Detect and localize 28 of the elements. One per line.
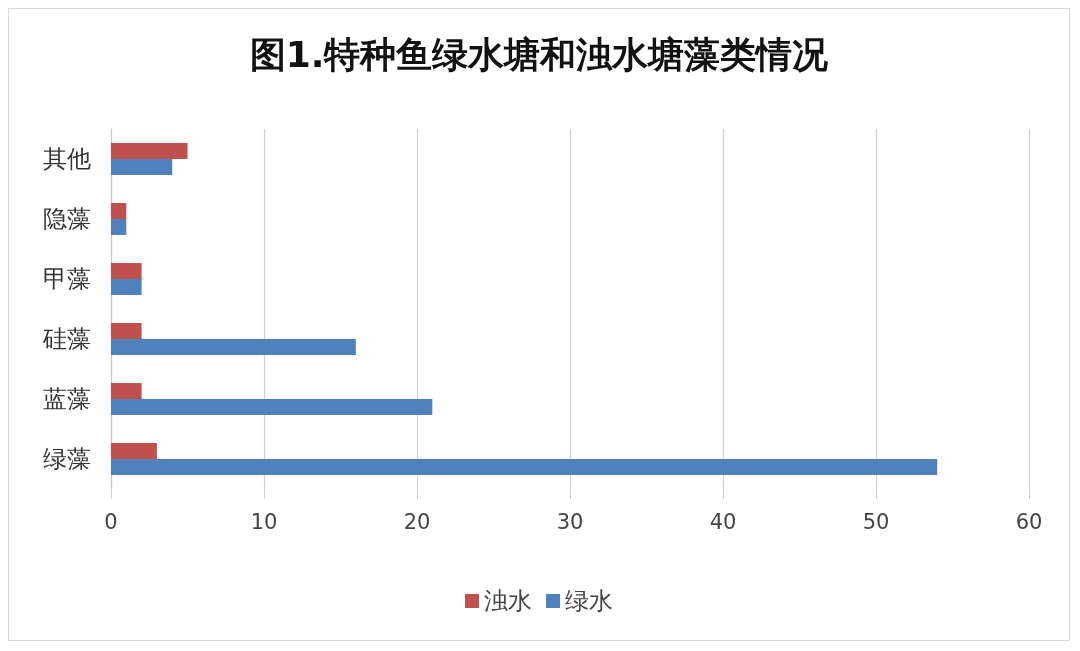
x-tick-label: 40: [709, 509, 737, 534]
y-tick-label: 硅藻: [42, 325, 91, 353]
y-tick-label: 甲藻: [43, 265, 91, 293]
bar: [111, 263, 142, 279]
bar: [111, 323, 142, 339]
bar: [111, 459, 938, 475]
bar: [111, 339, 356, 355]
bar: [111, 383, 142, 399]
legend-label: 绿水: [565, 587, 613, 615]
x-tick-label: 60: [1015, 509, 1043, 534]
x-tick-label: 0: [104, 509, 118, 534]
bar: [111, 203, 127, 219]
x-tick-label: 50: [862, 509, 890, 534]
bar: [111, 159, 173, 175]
x-tick-label: 20: [403, 509, 431, 534]
x-tick-label: 30: [556, 509, 584, 534]
bar: [111, 219, 127, 235]
y-tick-label: 绿藻: [43, 445, 91, 473]
y-tick-label: 其他: [43, 145, 91, 173]
bar: [111, 399, 433, 415]
y-tick-label: 隐藻: [43, 205, 91, 233]
bar: [111, 143, 188, 159]
bar: [111, 443, 157, 459]
x-tick-label: 10: [250, 509, 278, 534]
legend-label: 浊水: [484, 587, 532, 615]
chart-title: 图1.特种鱼绿水塘和浊水塘藻类情况: [249, 33, 829, 75]
bar: [111, 279, 142, 295]
y-tick-label: 蓝藻: [43, 385, 91, 413]
